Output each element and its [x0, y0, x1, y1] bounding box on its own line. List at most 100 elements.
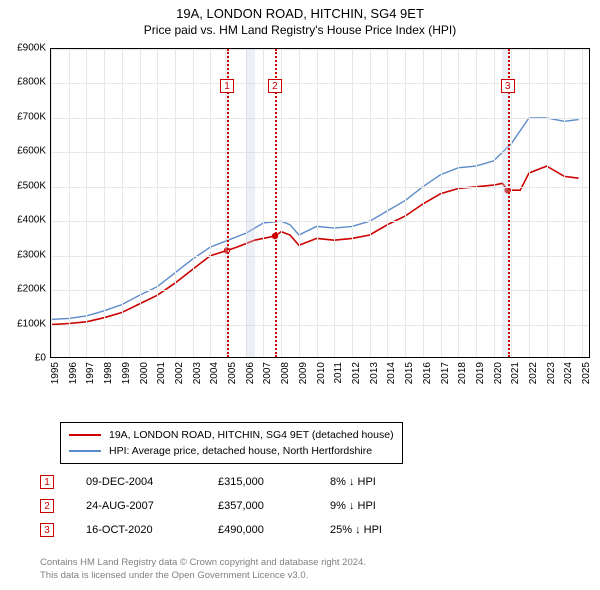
- plot-area: 1 2 3: [50, 48, 590, 358]
- legend-swatch: [69, 450, 101, 452]
- x-tick-label: 2001: [156, 362, 167, 384]
- sale-row-diff: 8% ↓ HPI: [330, 476, 430, 488]
- sale-marker-badge: 2: [268, 79, 282, 93]
- page-subtitle: Price paid vs. HM Land Registry's House …: [0, 23, 600, 37]
- gridline-v: [193, 49, 194, 357]
- sale-row: 109-DEC-2004£315,0008% ↓ HPI: [40, 470, 430, 494]
- y-tick-label: £600K: [17, 146, 46, 157]
- gridline-v: [511, 49, 512, 357]
- x-tick-label: 2003: [192, 362, 203, 384]
- gridline-v: [104, 49, 105, 357]
- x-tick-label: 1997: [85, 362, 96, 384]
- sale-marker-badge: 1: [220, 79, 234, 93]
- gridline-v: [86, 49, 87, 357]
- x-tick-label: 2013: [369, 362, 380, 384]
- gridline-v: [299, 49, 300, 357]
- y-tick-label: £300K: [17, 249, 46, 260]
- x-tick-label: 2004: [209, 362, 220, 384]
- gridline-v: [175, 49, 176, 357]
- x-tick-label: 1995: [50, 362, 61, 384]
- y-tick-label: £800K: [17, 77, 46, 88]
- sale-row-diff: 9% ↓ HPI: [330, 500, 430, 512]
- x-tick-label: 2019: [475, 362, 486, 384]
- y-tick-label: £0: [35, 353, 46, 364]
- sale-marker-line: [508, 49, 510, 357]
- sale-row: 224-AUG-2007£357,0009% ↓ HPI: [40, 494, 430, 518]
- x-tick-label: 2016: [422, 362, 433, 384]
- x-tick-label: 1996: [68, 362, 79, 384]
- sale-marker-line: [227, 49, 229, 357]
- gridline-v: [405, 49, 406, 357]
- x-tick-label: 2007: [262, 362, 273, 384]
- sale-row: 3 16-OCT-2020 £490,000 25% ↓ HPI: [40, 518, 430, 542]
- gridline-v: [51, 49, 52, 357]
- y-tick-label: £400K: [17, 215, 46, 226]
- legend: 19A, LONDON ROAD, HITCHIN, SG4 9ET (deta…: [60, 422, 403, 464]
- legend-label: 19A, LONDON ROAD, HITCHIN, SG4 9ET (deta…: [109, 427, 394, 443]
- legend-swatch: [69, 434, 101, 436]
- x-tick-label: 2005: [227, 362, 238, 384]
- x-tick-label: 2014: [386, 362, 397, 384]
- legend-item: HPI: Average price, detached house, Nort…: [69, 443, 394, 459]
- gridline-v: [263, 49, 264, 357]
- x-tick-label: 2020: [493, 362, 504, 384]
- sale-row-badge: 3: [40, 523, 54, 537]
- y-tick-label: £100K: [17, 318, 46, 329]
- gridline-v: [69, 49, 70, 357]
- gridline-v: [352, 49, 353, 357]
- gridline-v: [423, 49, 424, 357]
- x-tick-label: 2018: [457, 362, 468, 384]
- footer-line1: Contains HM Land Registry data © Crown c…: [40, 557, 366, 569]
- footer-line2: This data is licensed under the Open Gov…: [40, 570, 366, 582]
- gridline-v: [476, 49, 477, 357]
- x-tick-label: 1998: [103, 362, 114, 384]
- gridline-v: [157, 49, 158, 357]
- gridline-v: [547, 49, 548, 357]
- y-tick-label: £900K: [17, 43, 46, 54]
- gridline-v: [529, 49, 530, 357]
- sale-row-date: 16-OCT-2020: [86, 524, 186, 536]
- sale-row-badge: 2: [40, 499, 54, 513]
- sale-row-price: £315,000: [218, 476, 298, 488]
- footer-attribution: Contains HM Land Registry data © Crown c…: [40, 557, 366, 582]
- chart: 123 £0£100K£200K£300K£400K£500K£600K£700…: [50, 48, 590, 378]
- legend-item: 19A, LONDON ROAD, HITCHIN, SG4 9ET (deta…: [69, 427, 394, 443]
- gridline-v: [370, 49, 371, 357]
- x-tick-label: 2008: [280, 362, 291, 384]
- gridline-v: [441, 49, 442, 357]
- x-tick-label: 2017: [440, 362, 451, 384]
- x-tick-label: 2023: [546, 362, 557, 384]
- sale-row-badge: 1: [40, 475, 54, 489]
- x-tick-label: 2022: [528, 362, 539, 384]
- gridline-v: [317, 49, 318, 357]
- x-tick-label: 1999: [121, 362, 132, 384]
- y-tick-label: £200K: [17, 284, 46, 295]
- x-tick-label: 2012: [351, 362, 362, 384]
- sale-marker-line: [275, 49, 277, 357]
- gridline-v: [387, 49, 388, 357]
- x-tick-label: 2009: [298, 362, 309, 384]
- x-tick-label: 2006: [245, 362, 256, 384]
- sale-marker-badge: 3: [501, 79, 515, 93]
- x-tick-label: 2002: [174, 362, 185, 384]
- gridline-v: [140, 49, 141, 357]
- gridline-v: [458, 49, 459, 357]
- x-tick-label: 2015: [404, 362, 415, 384]
- sales-table: 109-DEC-2004£315,0008% ↓ HPI224-AUG-2007…: [40, 470, 430, 542]
- sale-row-date: 24-AUG-2007: [86, 500, 186, 512]
- gridline-v: [494, 49, 495, 357]
- gridline-v: [334, 49, 335, 357]
- sale-row-diff: 25% ↓ HPI: [330, 524, 430, 536]
- gridline-v: [582, 49, 583, 357]
- sale-row-price: £490,000: [218, 524, 298, 536]
- gridline-v: [281, 49, 282, 357]
- gridline-v: [564, 49, 565, 357]
- gridline-v: [122, 49, 123, 357]
- x-tick-label: 2011: [333, 362, 344, 384]
- page-title-address: 19A, LONDON ROAD, HITCHIN, SG4 9ET: [0, 6, 600, 21]
- x-tick-label: 2024: [563, 362, 574, 384]
- x-tick-label: 2025: [581, 362, 592, 384]
- legend-label: HPI: Average price, detached house, Nort…: [109, 443, 372, 459]
- x-tick-label: 2021: [510, 362, 521, 384]
- x-tick-label: 2010: [316, 362, 327, 384]
